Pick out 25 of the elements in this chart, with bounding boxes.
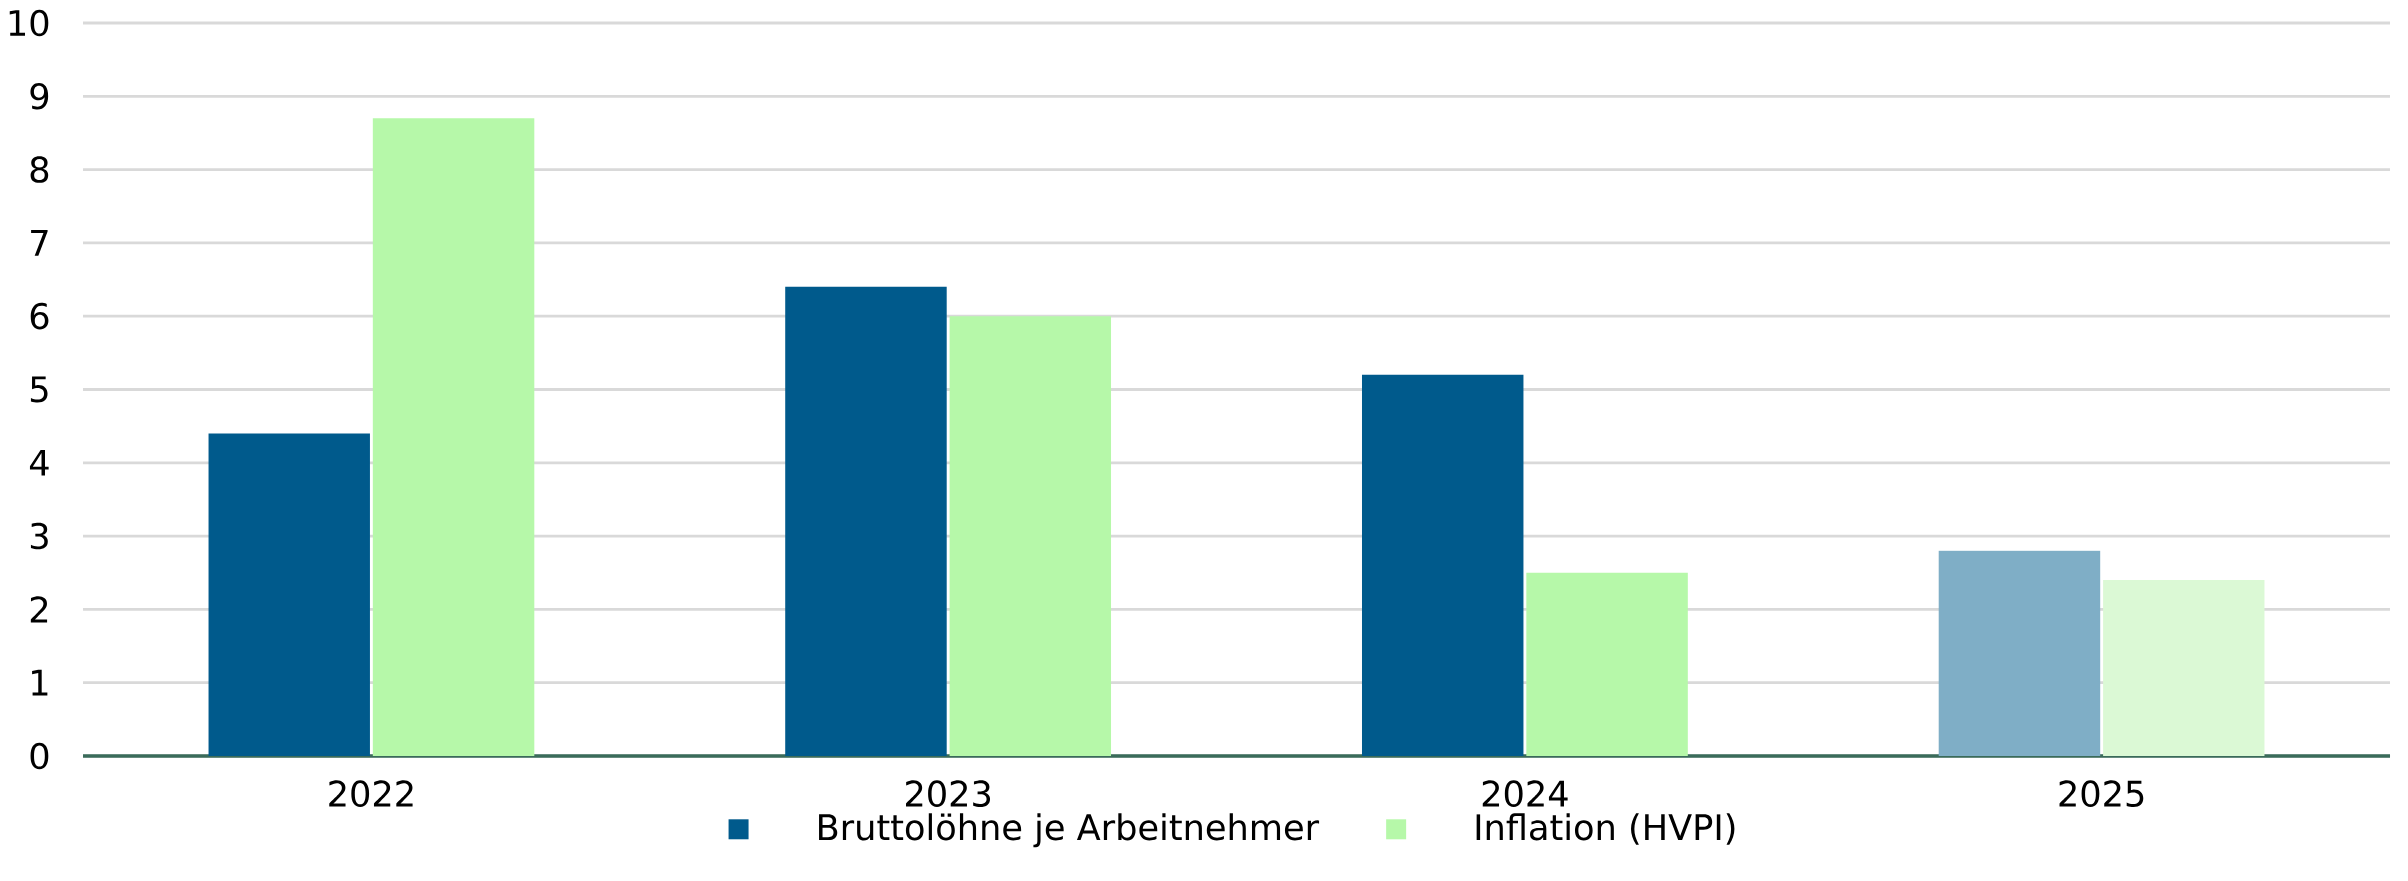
y-tick-label: 6	[30, 302, 49, 330]
y-tick-label: 4	[29, 449, 49, 476]
bar	[1938, 550, 2101, 756]
bar	[1361, 374, 1524, 756]
bar	[372, 118, 535, 756]
y-tick-label: 10	[9, 9, 49, 37]
bar	[785, 286, 947, 756]
x-tick-label: 2022	[329, 780, 413, 807]
bar	[1526, 572, 1688, 756]
y-tick-label: 7	[31, 230, 48, 256]
y-tick-label: 0	[30, 742, 49, 770]
y-tick-label: 5	[30, 376, 48, 403]
y-tick-label: 1	[32, 669, 48, 696]
x-tick-label: 2024	[1482, 780, 1568, 807]
bar	[949, 316, 1112, 756]
bar	[2103, 580, 2265, 756]
legend-label: Inflation (HVPI)	[1476, 813, 1735, 845]
y-tick-label: 2	[30, 596, 48, 623]
x-tick-label: 2023	[906, 780, 991, 807]
y-tick-label: 9	[30, 82, 49, 110]
y-tick-label: 3	[30, 522, 48, 550]
legend-label: Bruttolöhne je Arbeitnehmer	[819, 813, 1320, 848]
x-tick-label: 2025	[2059, 780, 2144, 807]
bar	[208, 433, 370, 756]
y-tick-label: 8	[30, 156, 49, 183]
